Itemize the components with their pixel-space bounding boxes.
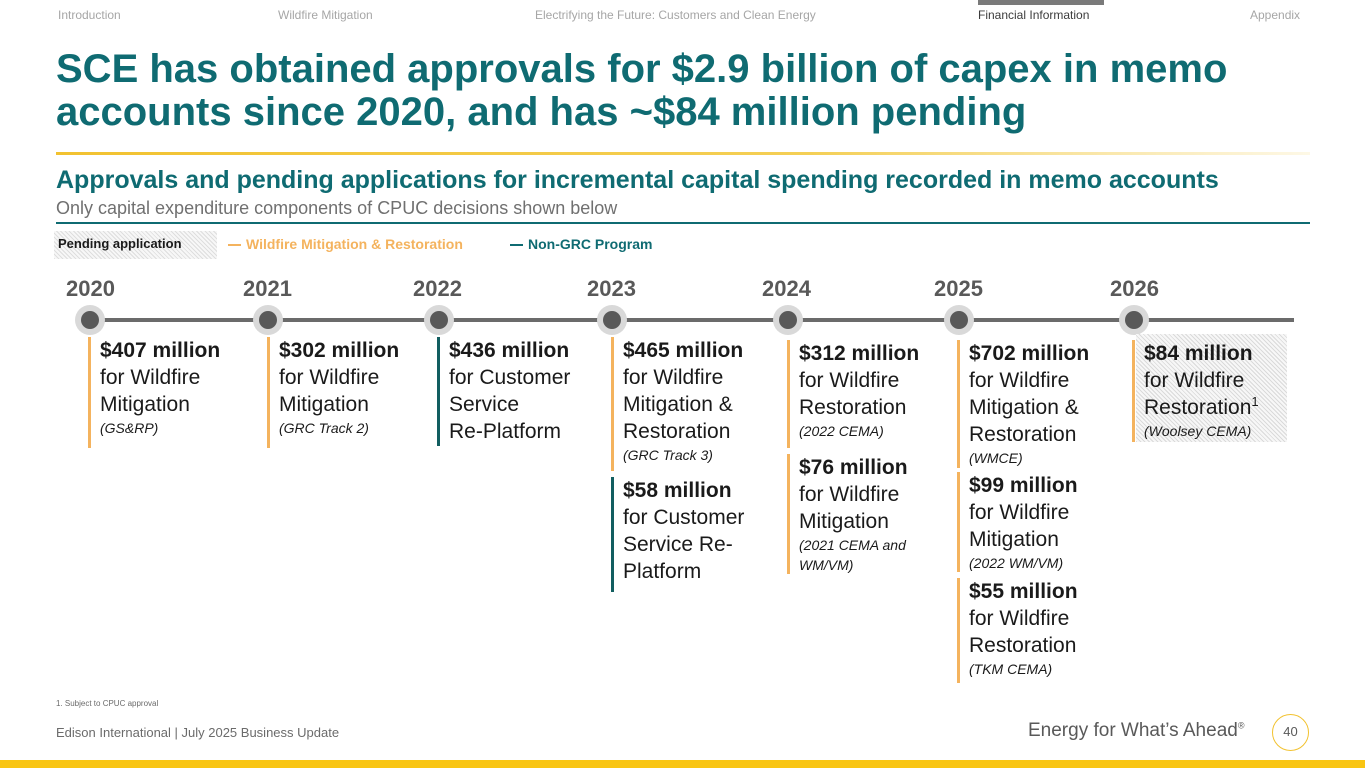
wildfire-bar [787,454,790,574]
wildfire-bar [787,340,790,448]
page-number: 40 [1272,714,1309,751]
wildfire-bar [957,340,960,468]
entry-description: for Wildfire Mitigation [969,501,1070,551]
entry-description: for Wildfire Mitigation [279,366,380,416]
entry-amount: $302 million [279,339,400,362]
nav-electrifying-the-future[interactable]: Electrifying the Future: Customers and C… [535,8,816,22]
entry-description: for Customer Service Re-Platform [449,366,571,443]
entry-amount: $407 million [100,339,221,362]
pending-application-highlight [1136,334,1287,442]
timeline-node-2024 [773,305,803,335]
entry-amount: $312 million [799,342,920,365]
entry-2025-wildfire-restoration: $55 million for Wildfire Restoration (TK… [957,578,1078,683]
entry-2023-wildfire-mitigation-restoration: $465 million for Wildfire Mitigation & R… [611,337,743,471]
entry-description: for Wildfire Mitigation [100,366,201,416]
wildfire-bar [267,337,270,448]
page-title: SCE has obtained approvals for $2.9 bill… [56,47,1228,134]
timeline-node-2026 [1119,305,1149,335]
footnote-marker: 1 [1251,394,1259,409]
title-divider [56,152,1310,155]
entry-source: (WMCE) [969,450,1023,466]
nav-introduction[interactable]: Introduction [58,8,121,22]
legend-wildfire: Wildfire Mitigation & Restoration [228,236,463,252]
legend-non-grc: Non-GRC Program [510,236,652,252]
timeline-node-2025 [944,305,974,335]
year-2022: 2022 [413,276,462,301]
entry-amount: $436 million [449,339,570,362]
entry-description: for Wildfire Restoration1 [1144,367,1259,421]
year-2021: 2021 [243,276,292,301]
entry-amount: $465 million [623,339,744,362]
entry-description: for Wildfire Restoration [799,369,907,419]
entry-source: (Woolsey CEMA) [1144,423,1252,439]
footnote: 1. Subject to CPUC approval [56,699,159,708]
section-subnote: Only capital expenditure components of C… [56,198,618,218]
entry-2025-wildfire-mitigation: $99 million for Wildfire Mitigation (202… [957,472,1078,572]
timeline-node-2021 [253,305,283,335]
legend-non-grc-swatch [510,244,523,247]
entry-description: for Customer Service Re- Platform [623,506,745,583]
timeline-node-2022 [424,305,454,335]
entry-description: for Wildfire Restoration [969,607,1077,657]
entry-description: for Wildfire Mitigation & Restoration [623,366,733,443]
entry-amount: $58 million [623,479,732,502]
non-grc-bar [437,337,440,446]
year-2024: 2024 [762,276,811,301]
year-2023: 2023 [587,276,636,301]
nav-appendix[interactable]: Appendix [1250,8,1301,22]
footer-company-date: Edison International | July 2025 Busines… [56,725,340,740]
entry-description: for Wildfire Mitigation [799,483,900,533]
entry-amount: $76 million [799,456,908,479]
entry-2024-wildfire-restoration: $312 million for Wildfire Restoration (2… [787,340,919,448]
nav-wildfire-mitigation[interactable]: Wildfire Mitigation [278,8,373,22]
bottom-accent-bar [0,760,1365,768]
entry-amount: $55 million [969,580,1078,603]
entry-source: (2021 CEMA and WM/VM) [799,537,906,573]
entry-source: (GRC Track 2) [279,420,369,436]
entry-amount: $702 million [969,342,1090,365]
entry-2024-wildfire-mitigation: $76 million for Wildfire Mitigation (202… [787,454,908,574]
entry-description-text: for Wildfire Restoration [1144,369,1252,419]
entry-2023-customer-service: $58 million for Customer Service Re- Pla… [611,477,744,592]
active-section-indicator [978,0,1104,5]
legend-pending-application: Pending application [54,231,217,259]
entry-source: (GRC Track 3) [623,447,713,463]
tagline-text: Energy for What’s Ahead [1028,720,1238,741]
wildfire-bar [957,472,960,572]
non-grc-bar [611,477,614,592]
year-2020: 2020 [66,276,115,301]
trademark-symbol: ® [1237,720,1245,731]
wildfire-bar [611,337,614,471]
legend-non-grc-label: Non-GRC Program [528,236,653,252]
entry-source: (2022 CEMA) [799,423,884,439]
year-2026: 2026 [1110,276,1159,301]
wildfire-bar [1132,340,1135,442]
nav-financial-information[interactable]: Financial Information [978,8,1090,22]
entry-amount: $99 million [969,474,1078,497]
entry-2025-wildfire-mitigation-restoration: $702 million for Wildfire Mitigation & R… [957,340,1089,468]
entry-description: for Wildfire Mitigation & Restoration [969,369,1079,446]
year-2025: 2025 [934,276,983,301]
entry-2021-wildfire-mitigation: $302 million for Wildfire Mitigation (GR… [267,337,399,448]
timeline-node-2023 [597,305,627,335]
entry-source: (TKM CEMA) [969,661,1053,677]
timeline-node-2020 [75,305,105,335]
entry-source: (2022 WM/VM) [969,555,1064,571]
legend-wildfire-label: Wildfire Mitigation & Restoration [246,236,463,252]
entry-2026-wildfire-restoration-pending: $84 million for Wildfire Restoration1 (W… [1132,340,1259,442]
entry-amount: $84 million [1144,342,1253,365]
subtitle-divider [56,222,1310,224]
entry-2022-customer-service: $436 million for Customer Service Re-Pla… [437,337,570,446]
entry-source: (GS&RP) [100,420,159,436]
section-nav: Introduction Wildfire Mitigation Electri… [0,0,1365,30]
entry-2020-wildfire-mitigation: $407 million for Wildfire Mitigation (GS… [88,337,220,448]
footer-tagline: Energy for What’s Ahead® [1028,720,1244,742]
section-subtitle: Approvals and pending applications for i… [56,166,1219,194]
legend-wildfire-swatch [228,244,241,247]
timeline-axis [80,318,1294,322]
wildfire-bar [88,337,91,448]
wildfire-bar [957,578,960,683]
